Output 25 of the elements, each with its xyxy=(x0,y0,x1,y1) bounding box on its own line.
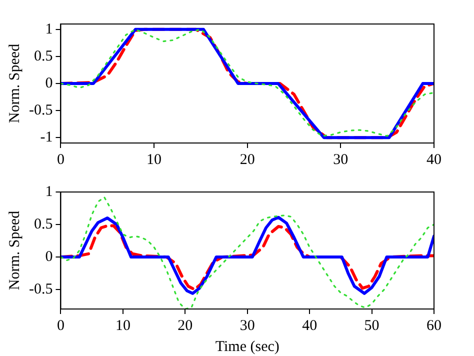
x-axis-title: Time (sec) xyxy=(215,338,280,355)
y-tick-label: 0.5 xyxy=(34,48,53,64)
line-series xyxy=(60,196,434,309)
y-axis-title: Norm. Speed xyxy=(6,43,23,124)
x-tick-label: 40 xyxy=(426,152,442,168)
y-tick-label: 1 xyxy=(45,21,53,38)
y-tick-label: 0.5 xyxy=(34,216,53,232)
y-tick-label: -0.5 xyxy=(28,102,53,118)
x-tick-label: 10 xyxy=(146,152,162,168)
x-tick-label: 0 xyxy=(56,318,64,334)
y-tick-label: -1 xyxy=(40,130,53,146)
x-tick-label: 10 xyxy=(115,318,130,334)
y-tick-label: -0.5 xyxy=(28,281,53,298)
y-tick-label: 0 xyxy=(45,248,53,265)
x-tick-label: 60 xyxy=(426,318,442,334)
y-axis-title: Norm. Speed xyxy=(6,210,23,290)
x-tick-label: 50 xyxy=(364,318,380,334)
y-tick-label: 0 xyxy=(45,75,53,92)
x-tick-label: 20 xyxy=(178,318,193,334)
x-tick-label: 30 xyxy=(333,152,348,168)
x-tick-label: 40 xyxy=(302,318,318,334)
x-tick-label: 0 xyxy=(56,152,64,168)
x-tick-label: 30 xyxy=(240,318,255,334)
x-tick-label: 20 xyxy=(240,152,255,168)
y-tick-label: 1 xyxy=(45,184,53,200)
